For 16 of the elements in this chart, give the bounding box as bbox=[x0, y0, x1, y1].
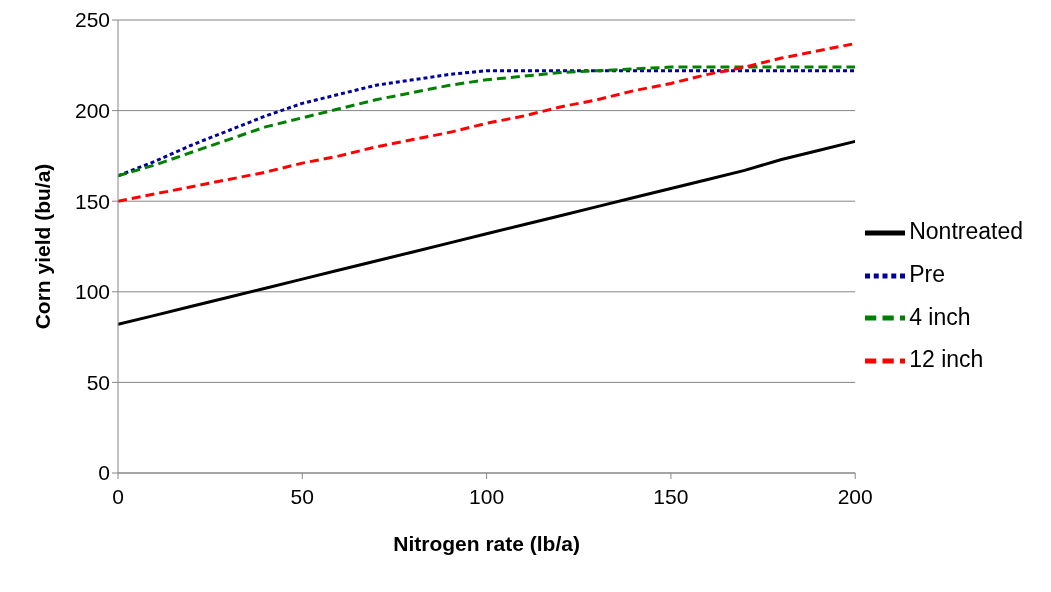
x-tick-label: 100 bbox=[469, 484, 505, 508]
x-tick-label: 150 bbox=[653, 484, 689, 508]
x-tick-label: 50 bbox=[290, 484, 314, 508]
y-tick-label: 100 bbox=[74, 280, 110, 304]
y-axis-title: Corn yield (bu/a) bbox=[31, 163, 55, 330]
legend-label: Nontreated bbox=[909, 217, 1023, 244]
y-tick-label: 250 bbox=[74, 8, 110, 32]
y-tick-label: 150 bbox=[74, 189, 110, 213]
legend-label: Pre bbox=[909, 260, 945, 287]
y-tick-label: 0 bbox=[98, 461, 110, 485]
legend-label: 4 inch bbox=[909, 303, 971, 330]
legend-label: 12 inch bbox=[909, 346, 984, 373]
x-tick-label: 200 bbox=[837, 484, 873, 508]
y-tick-label: 200 bbox=[74, 99, 110, 123]
y-tick-label: 50 bbox=[86, 370, 110, 394]
x-axis-title: Nitrogen rate (lb/a) bbox=[393, 532, 580, 555]
